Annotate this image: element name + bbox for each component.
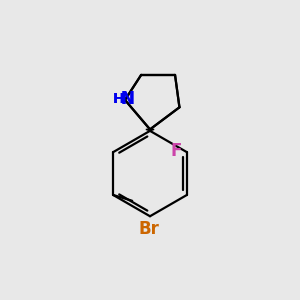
Text: N: N (120, 90, 134, 108)
Text: Br: Br (138, 220, 159, 238)
Text: H: H (113, 92, 124, 106)
Polygon shape (146, 129, 154, 131)
Text: N: N (120, 90, 134, 108)
Text: F: F (170, 142, 182, 160)
Text: H: H (113, 92, 124, 106)
